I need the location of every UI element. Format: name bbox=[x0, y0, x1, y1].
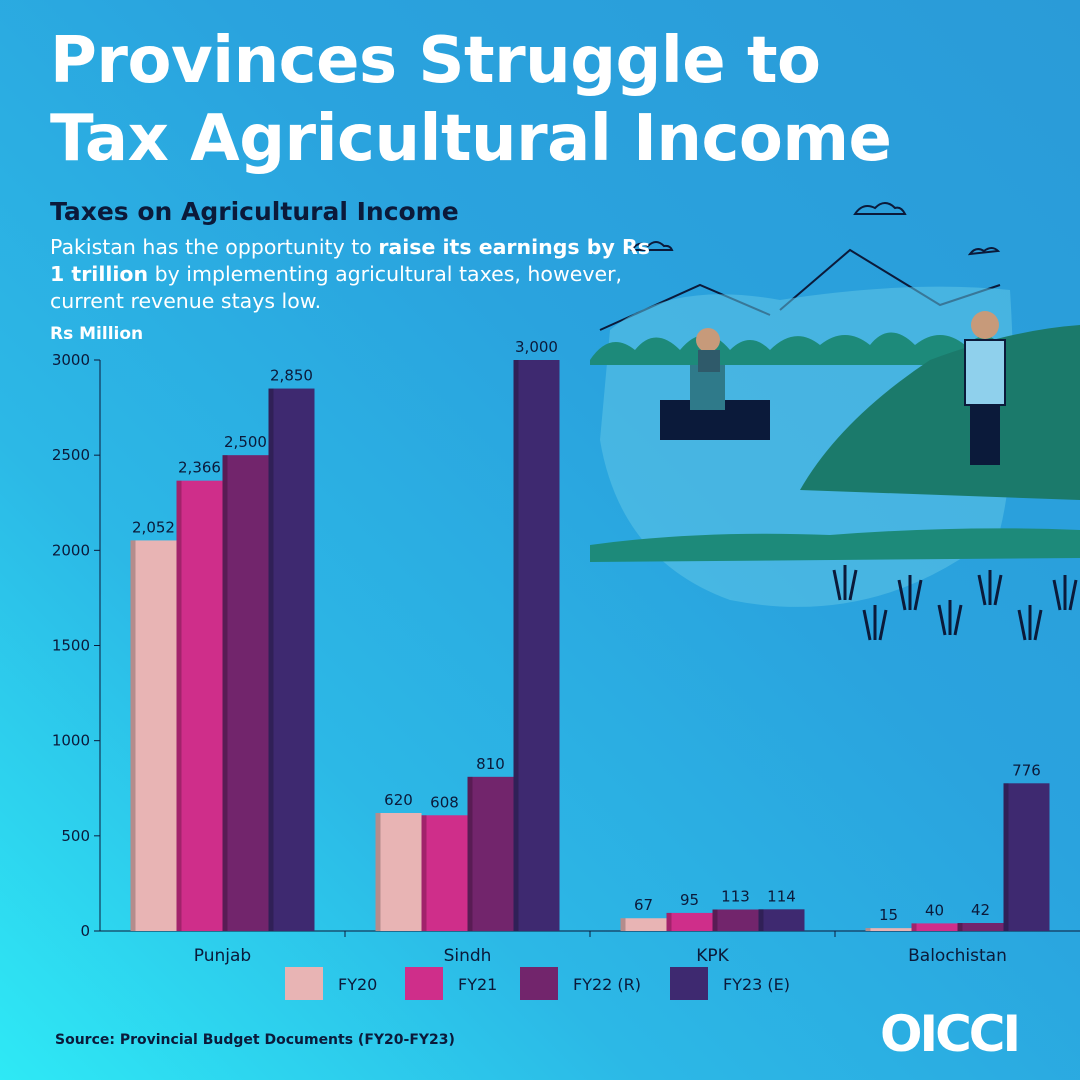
bar-value-label: 40 bbox=[925, 901, 944, 919]
bar-balochistan-3 bbox=[1003, 783, 1050, 931]
chart-subtitle: Taxes on Agricultural Income bbox=[50, 197, 459, 226]
desc-part2: by implementing agricultural taxes, howe… bbox=[50, 262, 623, 313]
bar-shade bbox=[957, 923, 963, 931]
bar-balochistan-2 bbox=[957, 923, 1004, 931]
bar-value-label: 113 bbox=[721, 887, 750, 905]
bar-shade bbox=[130, 540, 136, 931]
y-tick-label: 2000 bbox=[52, 541, 90, 559]
y-axis-unit: Rs Million bbox=[50, 324, 144, 344]
bar-shade bbox=[176, 480, 182, 931]
bar-shade bbox=[666, 912, 672, 931]
source-note: Source: Provincial Budget Documents (FY2… bbox=[55, 1032, 455, 1048]
legend-swatch bbox=[405, 967, 443, 1000]
desc-bold: raise its earnings by Rs 1 trillion bbox=[50, 235, 650, 286]
bar-value-label: 3,000 bbox=[515, 338, 558, 356]
bar-shade bbox=[375, 812, 381, 931]
bar-shade bbox=[911, 923, 917, 931]
bar-value-label: 2,850 bbox=[270, 367, 313, 385]
bar-punjab-1 bbox=[176, 480, 223, 931]
main-title: Provinces Struggle to Tax Agricultural I… bbox=[50, 22, 1050, 178]
bar-shade bbox=[268, 388, 274, 931]
bar-shade bbox=[421, 815, 427, 931]
bar-shade bbox=[222, 455, 228, 931]
legend-swatch bbox=[285, 967, 323, 1000]
bar-shade bbox=[712, 909, 718, 931]
bar-shade bbox=[1003, 783, 1009, 931]
farmer-tractor-icon bbox=[660, 328, 770, 440]
bar-value-label: 15 bbox=[879, 906, 898, 924]
category-label: Balochistan bbox=[908, 946, 1007, 966]
bar-value-label: 810 bbox=[476, 755, 505, 773]
bar-shade bbox=[758, 909, 764, 931]
bar-value-label: 776 bbox=[1012, 761, 1041, 779]
bar-value-label: 2,366 bbox=[178, 459, 221, 477]
bar-punjab-3 bbox=[268, 388, 315, 931]
bar-value-label: 620 bbox=[384, 791, 413, 809]
bar-balochistan-0 bbox=[865, 928, 912, 931]
bar-value-label: 95 bbox=[680, 891, 699, 909]
category-label: Punjab bbox=[194, 946, 251, 966]
legend-swatch bbox=[670, 967, 708, 1000]
bar-kpk-0 bbox=[620, 918, 667, 931]
legend-swatch bbox=[520, 967, 558, 1000]
legend-label: FY21 bbox=[458, 975, 497, 994]
bar-kpk-1 bbox=[666, 912, 713, 931]
bar-value-label: 2,500 bbox=[224, 433, 267, 451]
bar-value-label: 67 bbox=[634, 896, 653, 914]
bar-value-label: 114 bbox=[767, 887, 796, 905]
category-label: KPK bbox=[696, 946, 729, 966]
y-tick-label: 3000 bbox=[52, 351, 90, 369]
bar-shade bbox=[865, 928, 871, 931]
bar-kpk-2 bbox=[712, 909, 759, 931]
rice-seedlings-icon bbox=[832, 565, 1078, 641]
y-tick-label: 500 bbox=[61, 827, 90, 845]
bar-sindh-0 bbox=[375, 812, 422, 931]
bar-sindh-3 bbox=[513, 360, 560, 931]
bar-value-label: 608 bbox=[430, 793, 459, 811]
y-tick-label: 2500 bbox=[52, 446, 90, 464]
bar-sindh-1 bbox=[421, 815, 468, 931]
clouds-icon bbox=[630, 202, 1001, 256]
bar-value-label: 42 bbox=[971, 901, 990, 919]
category-label: Sindh bbox=[444, 946, 492, 966]
desc-part1: Pakistan has the opportunity to bbox=[50, 235, 379, 259]
field-strip bbox=[590, 528, 1080, 562]
bar-punjab-0 bbox=[130, 540, 177, 931]
farmer-planting-icon bbox=[964, 311, 1006, 465]
y-tick-label: 1500 bbox=[52, 637, 90, 655]
bar-sindh-2 bbox=[467, 776, 514, 931]
bar-shade bbox=[513, 360, 519, 931]
bar-balochistan-1 bbox=[911, 923, 958, 931]
y-tick-label: 0 bbox=[80, 922, 90, 940]
rice-field bbox=[800, 325, 1080, 500]
farming-illustration bbox=[590, 202, 1080, 641]
main-title-line1: Provinces Struggle to bbox=[50, 24, 821, 98]
main-title-line2: Tax Agricultural Income bbox=[50, 102, 892, 176]
legend-label: FY20 bbox=[338, 975, 377, 994]
bar-value-label: 2,052 bbox=[132, 518, 175, 536]
bar-kpk-3 bbox=[758, 909, 805, 931]
oicci-logo: OICCI bbox=[880, 1005, 1021, 1063]
chart-description: Pakistan has the opportunity to raise it… bbox=[50, 234, 650, 315]
legend-label: FY22 (R) bbox=[573, 975, 641, 994]
legend-label: FY23 (E) bbox=[723, 975, 790, 994]
y-tick-label: 1000 bbox=[52, 732, 90, 750]
bar-shade bbox=[467, 776, 473, 931]
bar-punjab-2 bbox=[222, 455, 269, 931]
bar-shade bbox=[620, 918, 626, 931]
